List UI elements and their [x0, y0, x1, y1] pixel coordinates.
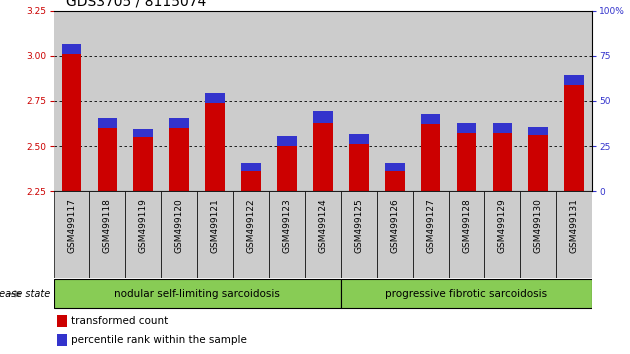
Bar: [197, 191, 233, 278]
Bar: [556, 11, 592, 191]
Text: GSM499124: GSM499124: [318, 198, 328, 253]
Bar: [125, 11, 161, 191]
Bar: [341, 11, 377, 191]
Bar: [493, 133, 512, 191]
Text: GSM499126: GSM499126: [390, 198, 399, 253]
Text: GSM499121: GSM499121: [210, 198, 220, 253]
Bar: [413, 11, 449, 191]
Bar: [341, 191, 377, 278]
Bar: [529, 135, 548, 191]
Bar: [305, 11, 341, 191]
Bar: [161, 191, 197, 278]
Bar: [161, 11, 197, 191]
Bar: [484, 11, 520, 191]
Bar: [377, 11, 413, 191]
Bar: [421, 124, 440, 191]
Text: GSM499122: GSM499122: [246, 198, 256, 253]
Bar: [529, 127, 548, 135]
Text: GSM499120: GSM499120: [175, 198, 184, 253]
Bar: [134, 137, 153, 191]
Text: GSM499119: GSM499119: [139, 198, 148, 253]
Bar: [520, 11, 556, 191]
Bar: [457, 124, 476, 133]
Text: GSM499131: GSM499131: [570, 198, 579, 253]
Bar: [520, 191, 556, 278]
Bar: [277, 136, 297, 146]
Bar: [62, 44, 81, 54]
Bar: [564, 85, 584, 191]
Bar: [98, 128, 117, 191]
Text: GSM499129: GSM499129: [498, 198, 507, 253]
Bar: [564, 75, 584, 85]
Bar: [197, 11, 233, 191]
Bar: [556, 191, 592, 278]
Text: GSM499128: GSM499128: [462, 198, 471, 253]
Bar: [457, 133, 476, 191]
Text: percentile rank within the sample: percentile rank within the sample: [71, 335, 247, 345]
Bar: [134, 129, 153, 137]
Bar: [54, 280, 341, 308]
Bar: [449, 191, 484, 278]
Bar: [125, 191, 161, 278]
Bar: [169, 118, 189, 128]
Bar: [449, 11, 484, 191]
Bar: [421, 114, 440, 124]
Text: GSM499125: GSM499125: [354, 198, 364, 253]
Bar: [57, 334, 67, 346]
Text: GSM499127: GSM499127: [426, 198, 435, 253]
Text: GSM499130: GSM499130: [534, 198, 543, 253]
Bar: [89, 11, 125, 191]
Bar: [377, 191, 413, 278]
Bar: [233, 191, 269, 278]
Text: transformed count: transformed count: [71, 316, 169, 326]
Bar: [269, 11, 305, 191]
Bar: [54, 191, 89, 278]
Text: nodular self-limiting sarcoidosis: nodular self-limiting sarcoidosis: [114, 289, 280, 299]
Bar: [413, 191, 449, 278]
Text: GSM499118: GSM499118: [103, 198, 112, 253]
Bar: [98, 118, 117, 128]
Bar: [89, 191, 125, 278]
Bar: [62, 54, 81, 191]
Text: disease state: disease state: [0, 289, 50, 299]
Bar: [57, 315, 67, 327]
Bar: [205, 93, 225, 103]
Text: GSM499117: GSM499117: [67, 198, 76, 253]
Bar: [241, 171, 261, 191]
Bar: [385, 171, 404, 191]
Text: progressive fibrotic sarcoidosis: progressive fibrotic sarcoidosis: [386, 289, 547, 299]
Bar: [54, 11, 89, 191]
Bar: [385, 163, 404, 171]
Bar: [305, 191, 341, 278]
Bar: [349, 144, 369, 191]
Bar: [205, 103, 225, 191]
Bar: [233, 11, 269, 191]
Bar: [484, 191, 520, 278]
Bar: [313, 111, 333, 122]
Bar: [169, 128, 189, 191]
Text: GDS3705 / 8115074: GDS3705 / 8115074: [66, 0, 207, 9]
Text: GSM499123: GSM499123: [282, 198, 292, 253]
Bar: [493, 124, 512, 133]
Bar: [241, 163, 261, 171]
Bar: [349, 134, 369, 144]
Bar: [277, 146, 297, 191]
Bar: [341, 280, 592, 308]
Bar: [269, 191, 305, 278]
Bar: [313, 122, 333, 191]
